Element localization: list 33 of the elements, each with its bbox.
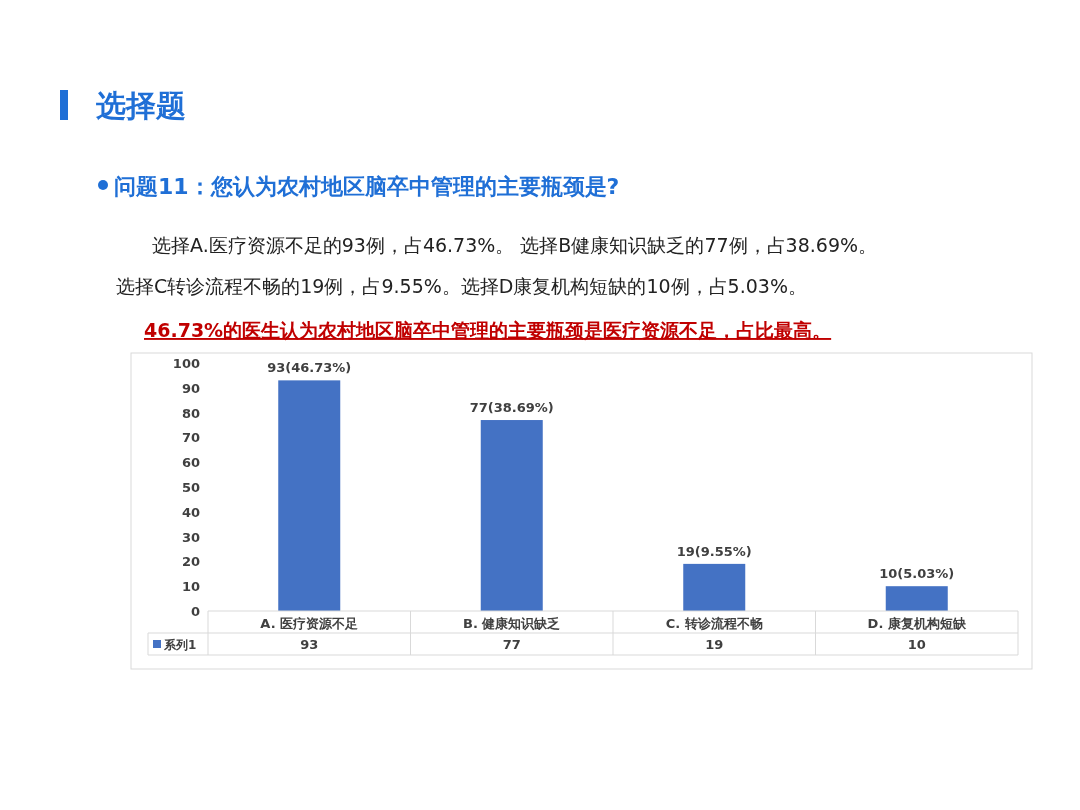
annotation: 93(46.73%)	[267, 360, 352, 376]
x-tick-label: B. 健康知识缺乏	[463, 616, 561, 631]
data-label: 77	[502, 637, 521, 652]
bar	[683, 563, 746, 611]
x-tick-label: A. 医疗资源不足	[260, 616, 359, 631]
data-label: 19	[705, 637, 724, 652]
x-tick-label: D. 康复机构短缺	[867, 616, 967, 631]
bar	[885, 586, 948, 611]
y-tick-label: 0	[190, 604, 200, 619]
chart-title: 选择题	[95, 88, 186, 123]
y-tick-label: 60	[181, 455, 200, 471]
y-tick-label: 30	[181, 529, 200, 545]
text: 选择A.医疗资源不足的93例，占46.73%。 选择B健康知识缺乏的77例，占38.69%。	[152, 234, 878, 256]
annotation: 19(9.55%)	[676, 543, 752, 559]
bar	[278, 380, 341, 611]
chart-subtitle: 问题11：您认为农村地区脑卒中管理的主要瓶颈是?	[114, 174, 620, 199]
data-label: 10	[907, 637, 926, 652]
y-tick-label: 80	[181, 405, 200, 421]
y-tick-label: 10	[181, 579, 200, 595]
y-tick-label: 50	[181, 480, 200, 495]
y-tick-label: 90	[181, 380, 200, 396]
text: 选择C转诊流程不畅的19例，占9.55%。选择D康复机构短缺的10例，占5.03%。	[116, 275, 807, 297]
legend-label: 系列1	[163, 638, 197, 652]
annotation: 77(38.69%)	[469, 400, 554, 416]
y-tick-label: 20	[181, 554, 200, 570]
y-tick-label: 40	[181, 504, 200, 520]
data-label: 93	[300, 637, 319, 652]
y-tick-label: 70	[181, 430, 200, 446]
y-tick-label: 100	[172, 356, 200, 371]
annotation: 10(5.03%)	[879, 566, 955, 582]
bar	[480, 420, 543, 611]
x-tick-label: C. 转诊流程不畅	[665, 616, 763, 631]
text: 46.73%的医生认为农村地区脑卒中管理的主要瓶颈是医疗资源不足，占比最高。	[144, 319, 832, 341]
